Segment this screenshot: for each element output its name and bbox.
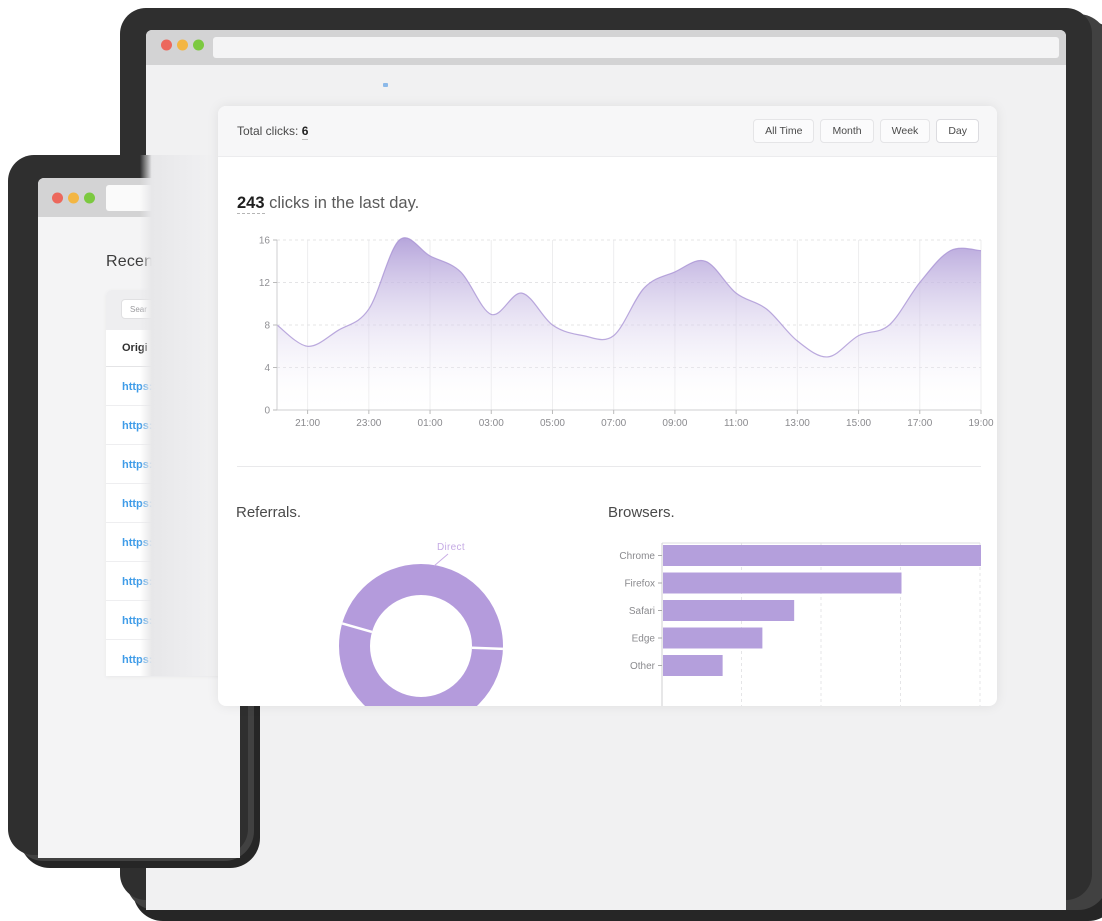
svg-text:19:00: 19:00 xyxy=(968,418,993,429)
filter-button-month[interactable]: Month xyxy=(820,119,874,143)
zoom-button[interactable] xyxy=(193,39,204,51)
close-button[interactable] xyxy=(161,39,172,51)
clicks-count: 243 xyxy=(237,194,265,214)
svg-text:8: 8 xyxy=(264,321,270,332)
donut-segment-label: Direct xyxy=(437,542,465,553)
svg-text:23:00: 23:00 xyxy=(356,418,381,429)
referrals-donut-chart xyxy=(339,553,503,706)
svg-text:4: 4 xyxy=(264,363,270,374)
svg-text:Chrome: Chrome xyxy=(619,551,655,562)
clicks-area-chart: 0 4 8 12 16 21:00 23:00 01:00 03:00 05:00 07:00 09:… xyxy=(259,236,994,430)
card-header: Total clicks: 6 All Time Month Week Day xyxy=(218,106,997,157)
minimize-button[interactable] xyxy=(68,192,79,203)
total-clicks-label: Total clicks: xyxy=(237,124,299,138)
minimize-button[interactable] xyxy=(177,39,188,51)
svg-text:16: 16 xyxy=(259,236,271,247)
svg-text:Firefox: Firefox xyxy=(624,579,655,590)
svg-text:15:00: 15:00 xyxy=(846,418,871,429)
svg-text:Safari: Safari xyxy=(629,606,655,617)
address-bar[interactable] xyxy=(213,37,1059,58)
referrals-title: Referrals. xyxy=(236,504,302,521)
svg-text:17:00: 17:00 xyxy=(907,418,932,429)
filter-button-week[interactable]: Week xyxy=(879,119,931,143)
browsers-bar-chart: Chrome Firefox Safari Edge Other xyxy=(619,542,981,706)
clicks-headline: 243 clicks in the last day. xyxy=(237,194,420,214)
total-clicks-value: 6 xyxy=(301,124,309,140)
front-titlebar xyxy=(146,30,1066,65)
total-clicks: Total clicks: 6 xyxy=(237,106,309,156)
favicon-dot xyxy=(383,83,388,87)
svg-text:21:00: 21:00 xyxy=(295,418,320,429)
svg-text:01:00: 01:00 xyxy=(418,418,443,429)
svg-text:0: 0 xyxy=(264,406,270,417)
analytics-card: Total clicks: 6 All Time Month Week Day 243… xyxy=(218,106,997,706)
clicks-headline-text: clicks in the last day. xyxy=(264,194,420,212)
svg-text:12: 12 xyxy=(259,278,271,289)
svg-text:Other: Other xyxy=(630,661,656,672)
svg-text:05:00: 05:00 xyxy=(540,418,565,429)
svg-text:Edge: Edge xyxy=(632,634,656,645)
filter-button-day[interactable]: Day xyxy=(936,119,979,143)
svg-text:07:00: 07:00 xyxy=(601,418,626,429)
section-divider xyxy=(237,466,981,467)
svg-text:03:00: 03:00 xyxy=(479,418,504,429)
svg-text:11:00: 11:00 xyxy=(724,418,749,429)
svg-text:09:00: 09:00 xyxy=(662,418,687,429)
time-filter-group: All Time Month Week Day xyxy=(753,119,979,143)
close-button[interactable] xyxy=(52,192,63,203)
svg-text:13:00: 13:00 xyxy=(785,418,810,429)
browsers-title: Browsers. xyxy=(608,504,675,521)
zoom-button[interactable] xyxy=(84,192,95,203)
filter-button-all-time[interactable]: All Time xyxy=(753,119,815,143)
